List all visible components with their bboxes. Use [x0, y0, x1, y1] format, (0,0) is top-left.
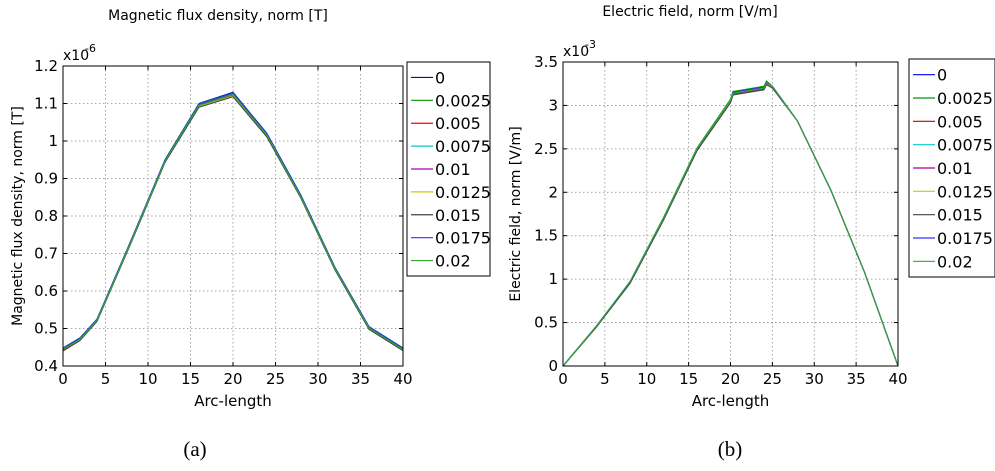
series-line-0-02: [62, 93, 404, 350]
x-axis-label: Arc-length: [194, 392, 272, 410]
y-tick-label: 3.5: [534, 53, 558, 71]
legend-label: 0.01: [435, 160, 471, 179]
chart-title: Magnetic flux density, norm [T]: [108, 8, 328, 24]
y-tick-label: 2: [548, 183, 558, 201]
legend: 0 0.0025 0.005 0.0075 0.01 0.0125 0.015 0.0175 0…: [908, 58, 995, 278]
chart-title: Electric field, norm [V/m]: [602, 4, 777, 20]
y-tick-label: 0.6: [34, 282, 58, 300]
y-tick-label: 2.5: [534, 140, 558, 158]
figure-caption: (a): [183, 437, 206, 461]
x-axis-label: Arc-length: [692, 392, 770, 410]
y-tick-label: 1.2: [34, 57, 58, 75]
y-tick-label: 0.4: [34, 357, 58, 375]
legend-label: 0.0075: [937, 136, 993, 155]
x-tick-label: 35: [847, 370, 866, 388]
y-axis-exponent: -3: [585, 38, 596, 51]
legend-label: 0.0125: [937, 182, 993, 201]
x-tick-label: 5: [600, 370, 610, 388]
y-tick-label: 0.8: [34, 207, 58, 225]
x-tick-label: 40: [393, 370, 412, 388]
y-axis-multiplier: x10: [563, 44, 589, 60]
x-tick-label: 20: [223, 370, 242, 388]
legend: 0 0.0025 0.005 0.0075 0.01 0.0125 0.015 0.0175 0…: [406, 61, 491, 277]
legend-label: 0.005: [937, 112, 983, 131]
x-tick-label: 10: [637, 370, 656, 388]
legend-label: 0: [435, 68, 445, 87]
legend-label: 0.005: [435, 114, 481, 133]
y-axis-label: Electric field, norm [V/m]: [508, 126, 524, 301]
figure-caption: (b): [718, 437, 743, 461]
legend-label: 0.0175: [937, 229, 993, 248]
x-tick-label: 30: [805, 370, 824, 388]
chart-b: 0 5 10 15 20 25 30 35 40 0 0.5 1 1.5 2 2.5 3 3.5 x10-3 Ele…: [508, 4, 995, 461]
x-tick-label: 15: [679, 370, 698, 388]
x-tick-label: 5: [101, 370, 111, 388]
x-tick-label: 25: [266, 370, 285, 388]
x-tick-label: 35: [351, 370, 370, 388]
x-tick-label: 0: [58, 370, 68, 388]
y-tick-label: 0: [548, 357, 558, 375]
legend-label: 0.01: [937, 159, 973, 178]
legend-label: 0.015: [435, 206, 481, 225]
y-tick-label: 1: [548, 270, 558, 288]
y-tick-label: 0.5: [534, 314, 558, 332]
legend-label: 0.0175: [435, 229, 491, 248]
x-tick-label: 0: [558, 370, 568, 388]
y-axis-exponent: -6: [85, 42, 96, 55]
x-tick-label: 25: [763, 370, 782, 388]
y-axis-label: Magnetic flux density, norm [T]: [10, 106, 26, 326]
y-tick-label: 1: [48, 132, 58, 150]
x-tick-label: 30: [308, 370, 327, 388]
series-line-0-015: [62, 96, 404, 352]
chart-a: 0 5 10 15 20 25 30 35 40 0.4 0.5 0.6 0.7 0.8 0.9 1 1.1 1.…: [10, 8, 491, 461]
x-tick-label: 15: [181, 370, 200, 388]
x-tick-label: 10: [138, 370, 157, 388]
legend-label: 0.02: [937, 252, 973, 271]
y-tick-label: 1.5: [534, 227, 558, 245]
y-tick-label: 0.5: [34, 320, 58, 338]
legend-label: 0.0025: [937, 89, 993, 108]
legend-label: 0.015: [937, 206, 983, 225]
legend-label: 0: [937, 66, 947, 85]
y-tick-label: 0.9: [34, 170, 58, 188]
legend-label: 0.0025: [435, 91, 491, 110]
legend-label: 0.02: [435, 252, 471, 271]
legend-label: 0.0125: [435, 183, 491, 202]
legend-label: 0.0075: [435, 137, 491, 156]
y-tick-label: 3: [548, 96, 558, 114]
y-tick-label: 1.1: [34, 95, 58, 113]
x-tick-label: 40: [888, 370, 907, 388]
y-axis-multiplier: x10: [63, 48, 89, 64]
series-line-0-02: [562, 82, 899, 367]
y-tick-label: 0.7: [34, 245, 58, 263]
x-tick-label: 20: [721, 370, 740, 388]
